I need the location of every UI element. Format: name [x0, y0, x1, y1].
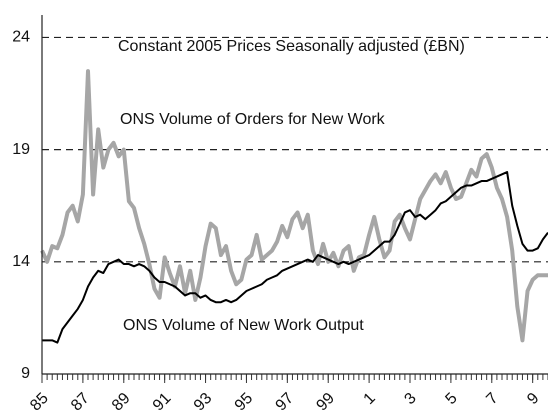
x-tick-label: 7 [483, 390, 501, 408]
y-tick-label: 24 [12, 29, 30, 46]
y-tick-label: 9 [21, 365, 30, 382]
annotation: ONS Volume of New Work Output [123, 317, 364, 334]
x-tick-label: 1 [361, 390, 379, 408]
series-line [40, 69, 548, 343]
annotation: ONS Volume of Orders for New Work [120, 111, 386, 128]
x-tick-label: 87 [68, 390, 93, 415]
x-tick-label: 93 [191, 390, 216, 415]
y-tick-label: 19 [12, 141, 30, 158]
x-tick-label: 89 [109, 390, 134, 415]
x-tick-label: 3 [401, 390, 419, 408]
x-tick-label: 5 [442, 390, 460, 408]
series-line [42, 171, 548, 344]
x-tick-label: 91 [150, 390, 175, 415]
y-tick-label: 14 [12, 253, 30, 270]
x-tick-label: 9 [524, 390, 542, 408]
x-tick-label: 99 [313, 390, 338, 415]
x-tick-label: 97 [273, 390, 298, 415]
x-tick-label: 95 [232, 390, 257, 415]
x-tick-label: 85 [27, 390, 52, 415]
annotation: Constant 2005 Prices Seasonally adjusted… [118, 38, 465, 55]
